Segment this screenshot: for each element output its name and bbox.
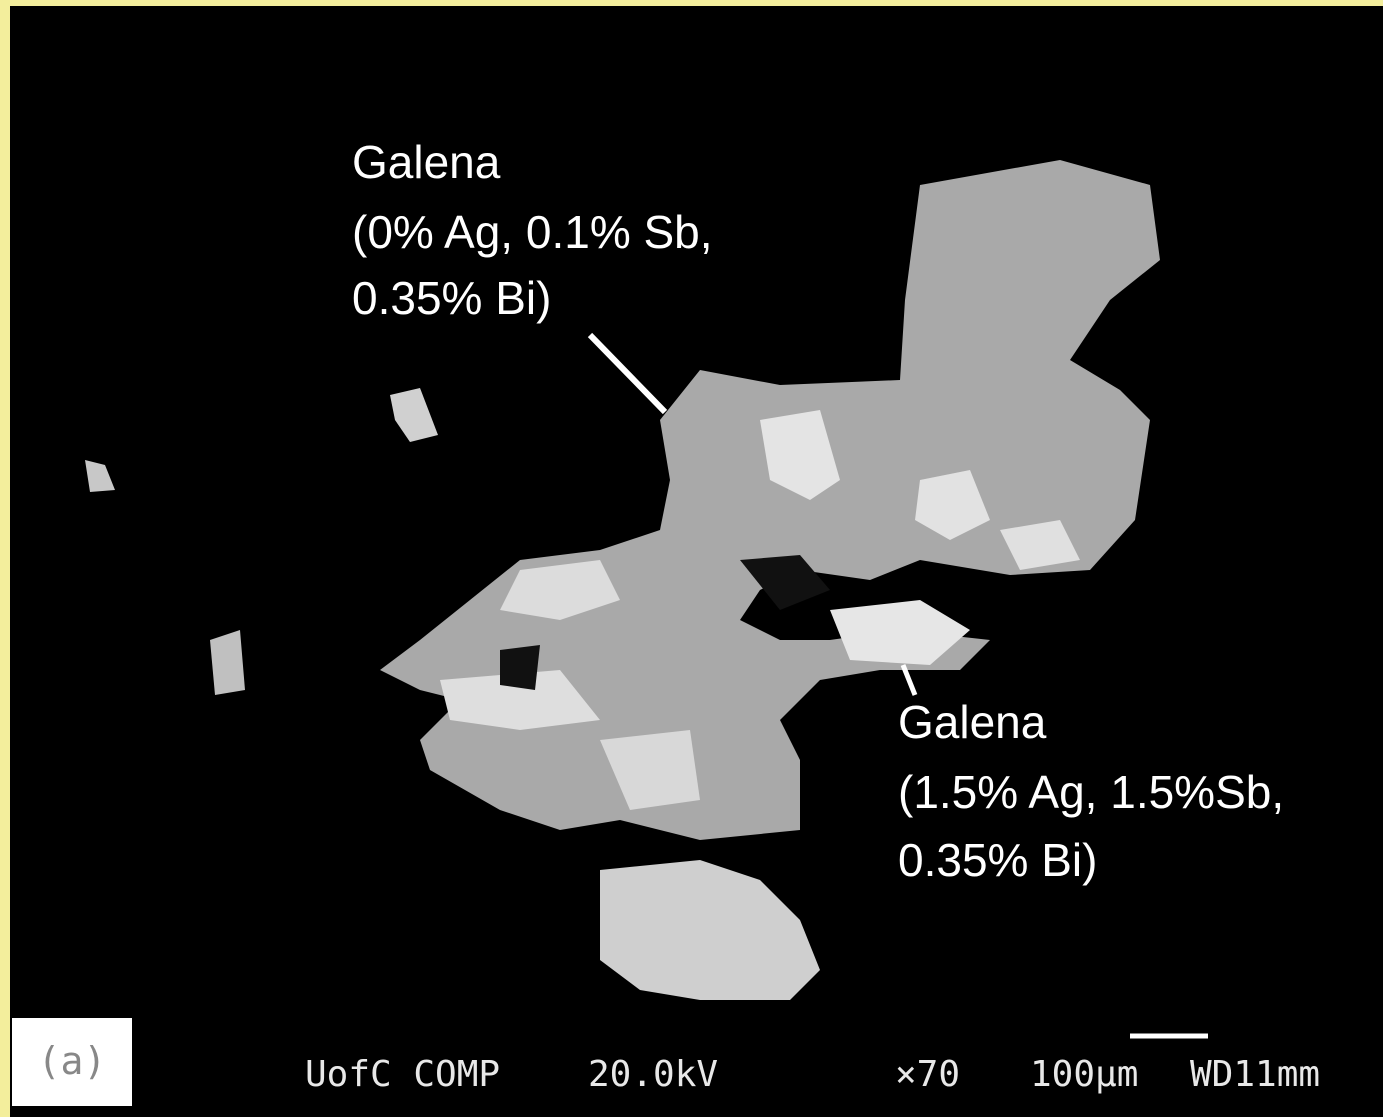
label-line: (0% Ag, 0.1% Sb, (352, 206, 713, 258)
footer-text: WD11mm (1190, 1054, 1320, 1095)
label-line: Galena (898, 696, 1047, 748)
label-line: Galena (352, 136, 501, 188)
footer-text: UofC COMP (305, 1054, 500, 1095)
footer-text: 100µm (1030, 1054, 1138, 1095)
footer-text: ×70 (895, 1054, 960, 1095)
label-line: 0.35% Bi) (352, 272, 551, 324)
sem-image: Galena (0% Ag, 0.1% Sb, 0.35% Bi) Galena… (0, 0, 1383, 1117)
footer-text: 20.0kV (588, 1054, 718, 1095)
label-line: (1.5% Ag, 1.5%Sb, (898, 766, 1284, 818)
label-line: 0.35% Bi) (898, 834, 1097, 886)
page: Galena (0% Ag, 0.1% Sb, 0.35% Bi) Galena… (0, 0, 1383, 1117)
panel-label: (a) (38, 1039, 107, 1083)
